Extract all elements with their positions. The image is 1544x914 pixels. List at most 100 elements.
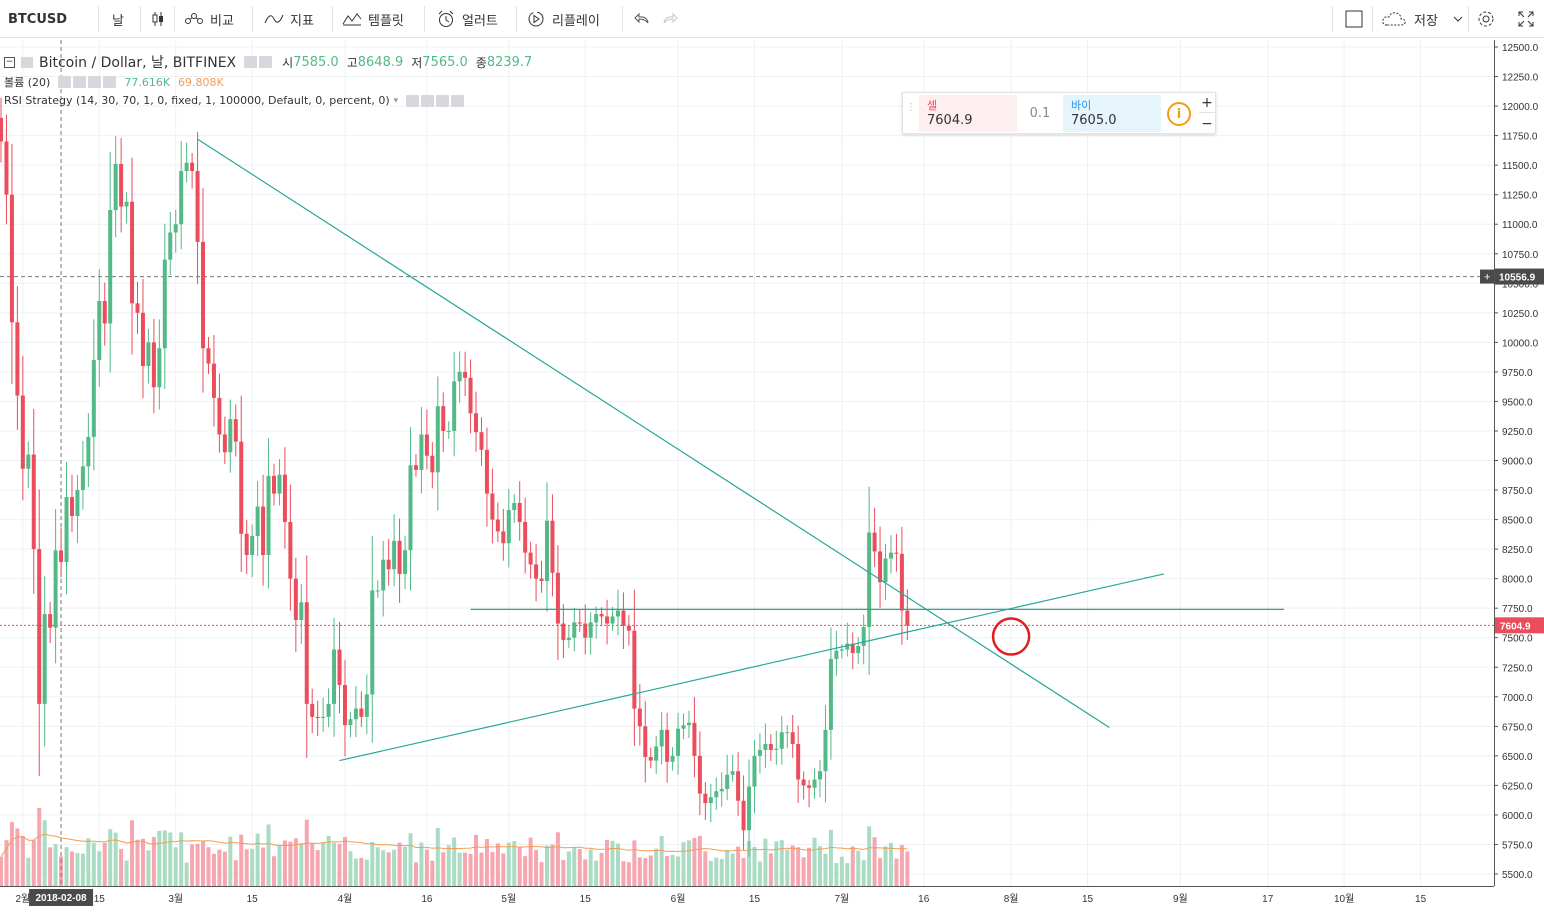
- volume-bar: [0, 856, 3, 886]
- alerts-button[interactable]: 얼러트: [436, 0, 498, 38]
- crosshair-price-label: 10556.9: [1499, 273, 1536, 284]
- close-label: 종: [475, 55, 487, 70]
- close-icon[interactable]: [103, 76, 117, 88]
- save-button[interactable]: 저장: [1380, 0, 1474, 38]
- replay-button[interactable]: 리플레이: [526, 0, 600, 38]
- candle-body: [703, 793, 708, 804]
- strategy-label[interactable]: RSI Strategy (14, 30, 70, 1, 0, fixed, 1…: [4, 94, 390, 107]
- candle-body: [190, 162, 195, 172]
- volume-bar: [457, 852, 462, 886]
- volume-ma-line: [0, 833, 908, 858]
- buy-button[interactable]: 바이 7605.0: [1063, 95, 1161, 132]
- candle-body: [779, 732, 784, 749]
- symbol-search[interactable]: BTCUSD: [8, 0, 67, 38]
- redo-button[interactable]: [660, 0, 686, 38]
- quantity-plus-button[interactable]: +: [1199, 94, 1215, 113]
- candle-body: [452, 381, 457, 431]
- volume-bar: [708, 860, 713, 886]
- toolbar-divider: [174, 6, 175, 32]
- candle-body: [233, 419, 238, 442]
- toolbar-divider: [252, 6, 253, 32]
- candle-body: [648, 757, 653, 761]
- indicators-button[interactable]: 지표: [264, 0, 314, 38]
- sell-button[interactable]: 셀 7604.9: [919, 95, 1017, 132]
- volume-bar: [342, 837, 347, 886]
- candle-body: [484, 449, 489, 494]
- price-tick-label: 6250.0: [1502, 781, 1533, 792]
- volume-bar: [75, 853, 80, 886]
- candle-body: [528, 552, 533, 565]
- fullscreen-toggle-box[interactable]: [1344, 0, 1370, 38]
- trade-panel: ⋮⋮ 셀 7604.9 0.1 바이 7605.0 i + −: [902, 92, 1216, 134]
- volume-bar: [545, 845, 549, 886]
- info-icon[interactable]: i: [1167, 102, 1191, 126]
- price-tick-label: 7750.0: [1502, 604, 1533, 615]
- volume-bar: [370, 842, 375, 886]
- candle-body: [768, 744, 773, 750]
- time-axis: 2월 15 3월 15 4월 16 5월 15 6월 15 7월 16 8월 15 9월 17 10월 15 201…: [0, 886, 1544, 914]
- source-code-icon[interactable]: [436, 94, 450, 107]
- price-tick-label: 9000.0: [1502, 457, 1533, 468]
- volume-bar: [495, 843, 500, 886]
- candle-body: [250, 536, 255, 556]
- volume-bar: [69, 851, 74, 886]
- chart-style-button[interactable]: [148, 0, 174, 38]
- price-tick-label: 6000.0: [1502, 811, 1533, 822]
- chart-area[interactable]: 5500.0 5750.0 6000.0 6250.0 6500.0 6750.0 7000…: [0, 40, 1544, 914]
- time-tick-label: 16: [918, 894, 930, 905]
- buy-price: 7605.0: [1071, 113, 1117, 128]
- fullscreen-button[interactable]: [1516, 0, 1542, 38]
- volume-bar: [697, 835, 702, 886]
- collapse-legend-icon[interactable]: −: [4, 56, 15, 68]
- chevron-down-icon[interactable]: ▾: [393, 95, 399, 106]
- drag-handle[interactable]: ⋮⋮: [906, 102, 926, 113]
- gear-icon[interactable]: [421, 94, 435, 107]
- time-tick-label: 15: [749, 894, 761, 905]
- candle-body: [594, 614, 599, 623]
- volume-bar: [261, 847, 266, 886]
- volume-bar: [299, 842, 304, 886]
- eye-icon[interactable]: [244, 56, 258, 68]
- toolbar-divider: [98, 6, 99, 32]
- quantity-minus-button[interactable]: −: [1201, 115, 1213, 132]
- time-tick-label: 5월: [501, 893, 516, 905]
- crosshair: [0, 40, 1494, 886]
- candle-body: [610, 616, 615, 624]
- volume-value: 77.616K: [124, 75, 171, 89]
- candle-body: [299, 602, 304, 620]
- volume-bar: [818, 846, 822, 886]
- open-value: 7585.0: [293, 54, 339, 70]
- price-chart[interactable]: 5500.0 5750.0 6000.0 6250.0 6500.0 6750.0 7000…: [0, 40, 1544, 914]
- candle-body: [856, 645, 861, 654]
- volume-bar: [419, 842, 424, 886]
- candle-body: [332, 649, 337, 704]
- candle-body: [102, 301, 107, 324]
- interval-button[interactable]: 날: [112, 0, 124, 38]
- compare-button[interactable]: 비교: [184, 0, 234, 38]
- candle-body: [861, 627, 866, 646]
- candle-body: [370, 590, 375, 695]
- time-tick-label: 15: [580, 894, 592, 905]
- candle-body: [31, 454, 36, 550]
- volume-bar: [839, 856, 844, 886]
- crosshair-date-label: 2018-02-08: [35, 893, 87, 904]
- settings-button[interactable]: [1476, 0, 1502, 38]
- candle-body: [222, 434, 227, 453]
- volume-bar: [588, 849, 593, 886]
- eye-icon[interactable]: [58, 76, 72, 88]
- templates-button[interactable]: 템플릿: [342, 0, 404, 38]
- volume-bar: [828, 829, 833, 886]
- gear-icon[interactable]: [259, 56, 273, 68]
- gear-icon[interactable]: [73, 76, 87, 88]
- undo-button[interactable]: [632, 0, 658, 38]
- candles: [0, 97, 910, 857]
- candle-body: [403, 550, 408, 574]
- close-icon[interactable]: [451, 94, 465, 107]
- volume-bar: [878, 858, 883, 886]
- volume-bar: [321, 842, 326, 886]
- volume-bar: [692, 838, 697, 886]
- volume-bar: [119, 848, 124, 886]
- add-icon[interactable]: [88, 76, 102, 88]
- candle-body: [605, 616, 610, 624]
- eye-icon[interactable]: [406, 94, 420, 107]
